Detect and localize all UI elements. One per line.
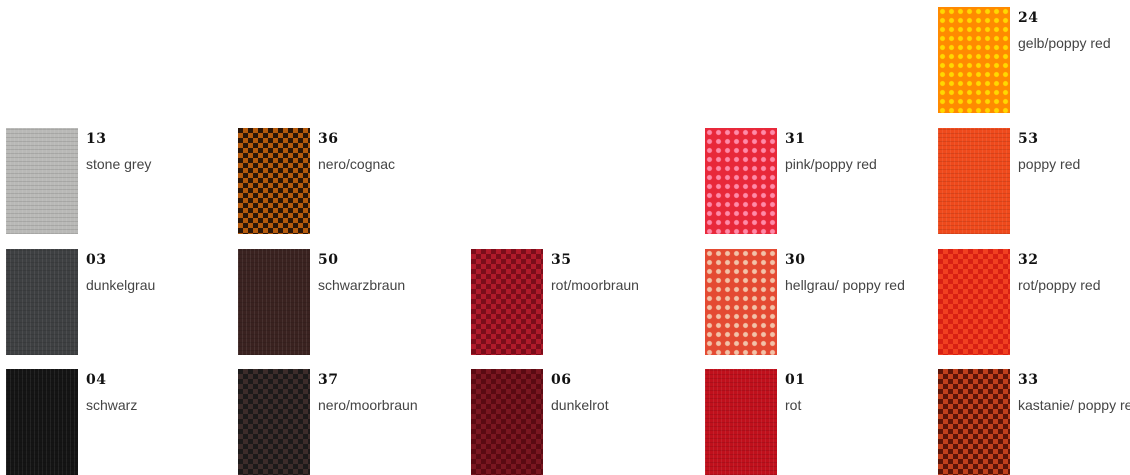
- swatch-item-32[interactable]: 32 rot/poppy red: [938, 249, 1130, 355]
- fabric-swatch-03[interactable]: [6, 249, 78, 355]
- swatch-number: 35: [551, 252, 572, 268]
- swatch-number: 03: [86, 252, 107, 268]
- fabric-swatch-35[interactable]: [471, 249, 543, 355]
- swatch-item-35[interactable]: 35 rot/moorbraun: [471, 249, 696, 355]
- swatch-name: pink/poppy red: [785, 156, 877, 172]
- swatch-number: 04: [86, 372, 107, 388]
- swatch-item-06[interactable]: 06 dunkelrot: [471, 369, 696, 475]
- fabric-swatch-30[interactable]: [705, 249, 777, 355]
- swatch-item-13[interactable]: 13 stone grey: [6, 128, 231, 234]
- swatch-item-33[interactable]: 33 kastanie/ poppy red: [938, 369, 1130, 475]
- fabric-swatch-24[interactable]: [938, 7, 1010, 113]
- swatch-name: schwarzbraun: [318, 277, 406, 293]
- swatch-number: 37: [318, 372, 339, 388]
- swatch-name: nero/cognac: [318, 156, 396, 172]
- swatch-item-50[interactable]: 50 schwarzbraun: [238, 249, 463, 355]
- swatch-name: hellgrau/ poppy red: [785, 277, 905, 293]
- fabric-swatch-06[interactable]: [471, 369, 543, 475]
- swatch-item-04[interactable]: 04 schwarz: [6, 369, 231, 475]
- swatch-number: 50: [318, 252, 339, 268]
- swatch-item-37[interactable]: 37 nero/moorbraun: [238, 369, 463, 475]
- fabric-swatch-37[interactable]: [238, 369, 310, 475]
- swatch-number: 33: [1018, 372, 1039, 388]
- fabric-swatch-50[interactable]: [238, 249, 310, 355]
- fabric-swatch-01[interactable]: [705, 369, 777, 475]
- fabric-swatch-33[interactable]: [938, 369, 1010, 475]
- swatch-item-53[interactable]: 53 poppy red: [938, 128, 1130, 234]
- fabric-swatch-36[interactable]: [238, 128, 310, 234]
- swatch-number: 13: [86, 131, 107, 147]
- swatch-number: 30: [785, 252, 806, 268]
- fabric-swatch-04[interactable]: [6, 369, 78, 475]
- swatch-item-36[interactable]: 36 nero/cognac: [238, 128, 463, 234]
- fabric-swatch-53[interactable]: [938, 128, 1010, 234]
- swatch-number: 32: [1018, 252, 1039, 268]
- swatch-number: 01: [785, 372, 806, 388]
- swatch-name: poppy red: [1018, 156, 1081, 172]
- swatch-name: gelb/poppy red: [1018, 35, 1111, 51]
- swatch-name: dunkelrot: [551, 397, 609, 413]
- swatch-name: nero/moorbraun: [318, 397, 418, 413]
- swatch-number: 24: [1018, 10, 1039, 26]
- swatch-item-30[interactable]: 30 hellgrau/ poppy red: [705, 249, 930, 355]
- swatch-item-03[interactable]: 03 dunkelgrau: [6, 249, 231, 355]
- swatch-name: rot: [785, 397, 802, 413]
- fabric-swatch-13[interactable]: [6, 128, 78, 234]
- fabric-swatch-32[interactable]: [938, 249, 1010, 355]
- swatch-name: rot/moorbraun: [551, 277, 639, 293]
- swatch-name: kastanie/ poppy red: [1018, 397, 1130, 413]
- swatch-number: 53: [1018, 131, 1039, 147]
- fabric-swatch-31[interactable]: [705, 128, 777, 234]
- swatch-item-01[interactable]: 01 rot: [705, 369, 930, 475]
- swatch-number: 31: [785, 131, 806, 147]
- swatch-name: dunkelgrau: [86, 277, 156, 293]
- swatch-number: 36: [318, 131, 339, 147]
- swatch-item-31[interactable]: 31 pink/poppy red: [705, 128, 930, 234]
- swatch-number: 06: [551, 372, 572, 388]
- swatch-name: rot/poppy red: [1018, 277, 1101, 293]
- swatch-item-24[interactable]: 24 gelb/poppy red: [938, 7, 1130, 113]
- swatch-name: stone grey: [86, 156, 152, 172]
- swatch-name: schwarz: [86, 397, 138, 413]
